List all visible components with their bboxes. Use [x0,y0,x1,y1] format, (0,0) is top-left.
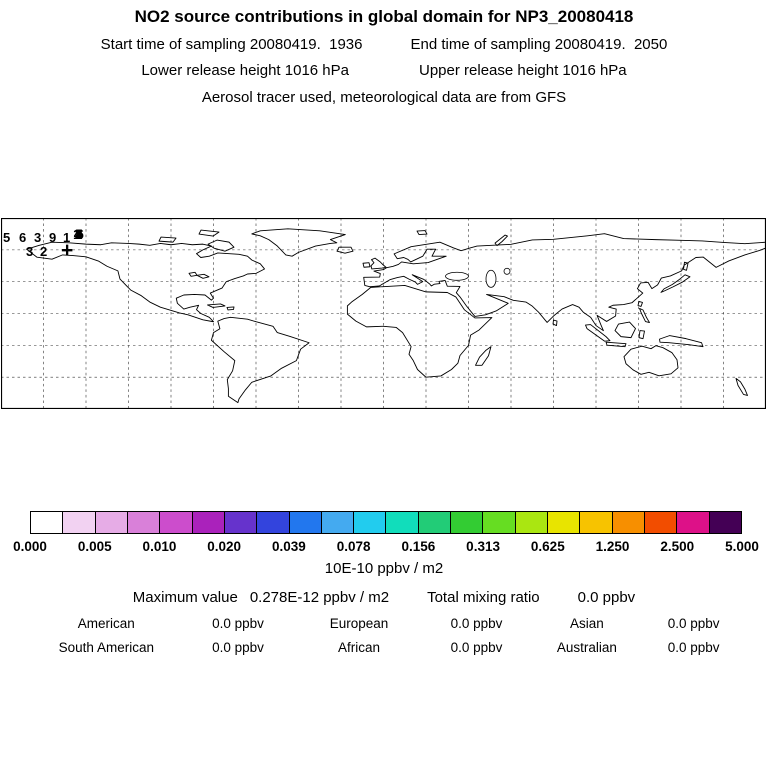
coastlines [26,228,766,404]
maximum-value-label: Maximum value [132,589,238,606]
colorbar-label: 1.250 [595,539,630,554]
colorbar-label: 5.000 [725,539,759,554]
map-border [1,218,766,409]
colorbar-cell [580,512,613,533]
region-stats-row-1: American 0.0 ppbv European 0.0 ppbv Asian 0.0… [28,616,740,631]
colorbar-cell [548,512,581,533]
map-markers: 5 6 3 9 1 14246 3 2 + [1,218,766,409]
colorbar-cell [95,512,128,533]
colorbar-cell [709,512,741,533]
region-stat-cell: Australian [556,640,617,655]
colorbar-cell [289,512,322,533]
sampling-start: Start time of sampling 20080419. 1936 [100,36,363,53]
colorbar-label: 0.078 [336,539,371,554]
colorbar-cell [515,512,548,533]
stats-summary-line: Maximum value 0.278E-12 ppbv / m2 Total m… [0,589,768,606]
region-stat-cell: 0.0 ppbv [450,616,503,631]
region-stat-cell: Asian [569,616,604,631]
colorbar-cell [127,512,161,533]
maximum-value: Maximum value 0.278E-12 ppbv / m2 [133,589,389,606]
colorbar-cell [31,512,64,533]
release-line: Lower release height 1016 hPa Upper rele… [0,62,768,79]
tracer-text: Aerosol tracer used, meteorological data… [201,89,567,106]
region-stat-cell: 0.0 ppbv [212,640,264,655]
region-stat-cell: 0.0 ppbv [450,640,503,655]
colorbar-cell [386,512,419,533]
region-stat-cell: South American [58,640,154,655]
colorbar-cell [224,512,258,533]
world-map-svg [1,218,766,409]
source-marker: 9 [49,230,57,245]
colorbar-cell [321,512,355,533]
region-stat-cell: African [338,640,381,655]
total-mixing-ratio-value: 0.0 ppbv [577,589,636,606]
colorbar-cell [644,512,678,533]
colorbar-cell [192,512,225,533]
colorbar-cell [677,512,710,533]
source-marker: + [61,239,74,262]
colorbar-label: 0.000 [13,539,47,554]
source-marker: 6 [19,230,27,245]
sampling-end: End time of sampling 20080419. 2050 [410,36,668,53]
colorbar [30,511,742,534]
region-stat-cell: 0.0 ppbv [212,616,264,631]
maximum-value-number: 0.278E-12 ppbv / m2 [249,589,390,606]
tracer-line: Aerosol tracer used, meteorological data… [0,89,768,106]
region-stat-cell: 0.0 ppbv [667,640,720,655]
colorbar-cell [483,512,516,533]
source-marker: 5 [3,230,11,245]
colorbar-cell [257,512,290,533]
colorbar-cell [160,512,193,533]
source-marker: 3 [34,230,42,245]
colorbar-units: 10E-10 ppbv / m2 [324,560,444,577]
colorbar-label: 0.156 [401,539,436,554]
graticule-grid [1,218,766,409]
source-marker: 14246 [73,226,84,242]
region-stats-row-2: South American 0.0 ppbv African 0.0 ppbv Aus… [28,640,740,655]
world-map: 5 6 3 9 1 14246 3 2 + [1,218,766,409]
colorbar-cell [612,512,645,533]
release-upper: Upper release height 1016 hPa [419,62,627,79]
colorbar-cell [418,512,452,533]
region-stat-cell: European [329,616,389,631]
colorbar-labels: 0.000 0.005 0.010 0.020 0.039 0.078 0.156 0.313… [13,539,759,556]
page-title: NO2 source contributions in global domai… [134,7,634,26]
source-marker: 1 [63,230,71,245]
sampling-line: Start time of sampling 20080419. 1936 En… [0,36,768,53]
colorbar-label: 0.005 [77,539,112,554]
release-lower: Lower release height 1016 hPa [141,62,349,79]
colorbar-cell [354,512,387,533]
colorbar-cell [451,512,484,533]
colorbar-label: 0.020 [207,539,242,554]
region-stat-cell: 0.0 ppbv [667,616,720,631]
total-mixing-ratio-label: Total mixing ratio [427,589,540,606]
colorbar-label: 0.625 [530,539,565,554]
source-marker: 2 [40,244,48,259]
colorbar-label: 0.313 [466,539,500,554]
colorbar-label: 0.010 [142,539,177,554]
colorbar-label: 2.500 [660,539,695,554]
colorbar-cell [63,512,96,533]
source-marker: 3 [26,244,34,259]
region-stat-cell: American [77,616,135,631]
colorbar-label: 0.039 [272,539,306,554]
